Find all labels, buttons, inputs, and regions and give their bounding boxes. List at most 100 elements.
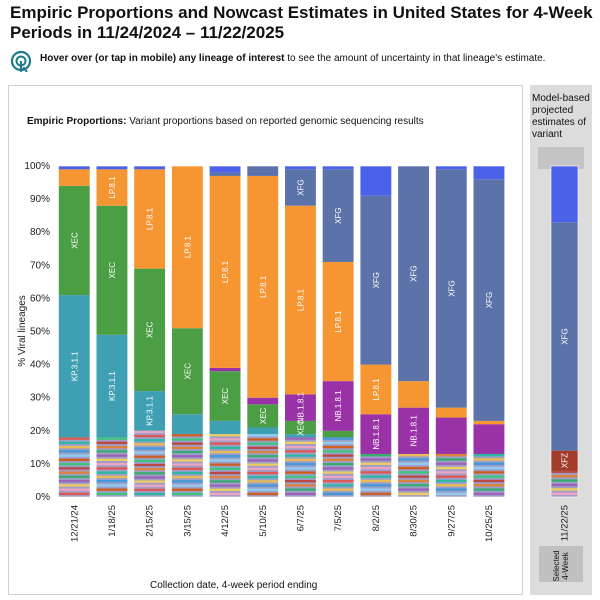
bar-segment-xec (58, 185, 90, 296)
minor-lineage-stripe (360, 488, 392, 491)
nowcast-title: Model-based projected estimates of varia… (532, 93, 590, 140)
bar-segment-xfg (209, 172, 241, 176)
minor-lineage-stripe (171, 467, 204, 470)
minor-lineage-stripe (58, 458, 90, 462)
minor-lineage-stripe (284, 492, 317, 496)
minor-lineage-stripe (133, 443, 166, 446)
minor-lineage-stripe (551, 479, 578, 482)
bar-segment-recent-sublineages (58, 166, 90, 170)
x-tick-label: 6/7/25 (295, 505, 306, 531)
x-tick-label: 10/25/25 (484, 505, 495, 542)
bar-outline (322, 165, 355, 498)
minor-lineage-stripe (322, 437, 354, 440)
bar-data-label: NB.1.8.1 (410, 415, 419, 447)
minor-lineage-stripe (397, 453, 430, 457)
y-tick-label: 30% (30, 393, 50, 404)
minor-lineage-stripe (58, 445, 90, 449)
minor-lineage-stripe (171, 450, 204, 454)
bar-segment-lp-8-1 (58, 169, 90, 186)
minor-lineage-stripe (133, 468, 166, 471)
hover-hint-rest: to see the amount of uncertainty in that… (284, 53, 546, 64)
y-tick-label: 70% (30, 260, 50, 271)
bar-segment-lp-8-1 (171, 166, 204, 329)
bar-outline (435, 165, 468, 498)
minor-lineage-stripe (171, 480, 204, 483)
minor-lineage-stripe (58, 467, 90, 470)
minor-lineage-stripe (171, 492, 204, 496)
minor-lineage-stripe (322, 471, 354, 474)
minor-lineage-stripe (397, 466, 430, 470)
bar-data-label: XFG (372, 272, 381, 288)
bar-data-label: NB.1.8.1 (372, 418, 381, 450)
minor-lineage-stripe (247, 455, 279, 458)
minor-lineage-stripe (171, 488, 204, 491)
bar-data-label: LP.8.1 (259, 275, 268, 298)
minor-lineage-stripe (58, 462, 90, 466)
minor-lineage-stripe (96, 445, 128, 449)
minor-lineage-stripe (473, 458, 505, 461)
minor-lineage-stripe (284, 458, 317, 462)
minor-lineage-stripe (360, 466, 392, 470)
x-tick-label: 8/30/25 (409, 505, 420, 537)
minor-lineage-stripe (247, 442, 279, 445)
bar-segment-recent-sublineages (435, 166, 467, 170)
minor-lineage-stripe (435, 492, 467, 496)
minor-lineage-stripe (435, 488, 467, 491)
x-tick-label: 4/12/25 (220, 505, 231, 537)
bar-segment-recent-sublineages (322, 166, 354, 170)
bar-segment-lp-8-1 (96, 169, 128, 206)
minor-lineage-stripe (322, 492, 354, 496)
minor-lineage-stripe (58, 450, 90, 453)
bar-data-label: KP.3.1.1 (108, 371, 117, 401)
bar-data-label: LP.8.1 (221, 260, 230, 283)
minor-lineage-stripe (96, 488, 128, 491)
y-tick-label: 0% (36, 492, 51, 503)
minor-lineage-stripe (247, 467, 279, 470)
bar-segment-lp-8-1 (209, 175, 241, 368)
minor-lineage-stripe (96, 441, 128, 445)
chart-subtitle-rest: Variant proportions based on reported ge… (126, 116, 424, 127)
minor-lineage-stripe (435, 471, 467, 474)
minor-lineage-stripe (96, 484, 128, 487)
bar-data-label: NB.1.8.1 (296, 392, 305, 424)
minor-lineage-stripe (397, 479, 430, 483)
x-tick-label: 7/5/25 (333, 505, 344, 531)
minor-lineage-stripe (397, 488, 430, 491)
page-title: Empiric Proportions and Nowcast Estimate… (10, 3, 593, 42)
bar-segment-xfg (551, 222, 578, 451)
minor-lineage-stripe (473, 471, 505, 474)
bar-data-label: XEC (259, 407, 268, 424)
minor-lineage-stripe (96, 475, 128, 479)
minor-lineage-stripe (397, 492, 430, 496)
nowcast-title-bar (538, 147, 584, 169)
bar-outline (472, 165, 506, 498)
bar-segment-xec (171, 328, 204, 415)
bar-outline (550, 165, 579, 498)
minor-lineage-stripe (435, 475, 467, 478)
bar-segment-kp-3-1-1 (58, 295, 90, 438)
bar-data-label: KP.3.1.1 (70, 351, 79, 381)
minor-lineage-stripe (360, 479, 392, 483)
bar-segment-xec (133, 268, 166, 392)
minor-lineage-stripe (133, 447, 166, 450)
minor-lineage-stripe (284, 467, 317, 470)
bar-segment-lp-8-1 (247, 175, 279, 398)
minor-lineage-stripe (209, 450, 241, 454)
minor-lineage-stripe (133, 463, 166, 467)
bar-segment-xfg (397, 166, 430, 382)
selected-period-box[interactable] (539, 546, 583, 582)
bar-segment-xec (247, 404, 279, 428)
minor-lineage-stripe (360, 475, 392, 478)
minor-lineage-stripe (58, 441, 90, 445)
minor-lineage-stripe (133, 459, 166, 463)
x-tick-label: 12/21/24 (69, 505, 80, 542)
bar-data-label: XFG (334, 207, 343, 223)
minor-lineage-stripe (397, 458, 430, 461)
minor-lineage-stripe (551, 474, 578, 478)
minor-lineage-stripe (322, 454, 354, 457)
minor-lineage-stripe (133, 472, 166, 475)
minor-lineage-stripe (247, 446, 279, 449)
bar-data-label: NB.1.8.1 (334, 390, 343, 422)
y-tick-label: 100% (24, 161, 50, 172)
